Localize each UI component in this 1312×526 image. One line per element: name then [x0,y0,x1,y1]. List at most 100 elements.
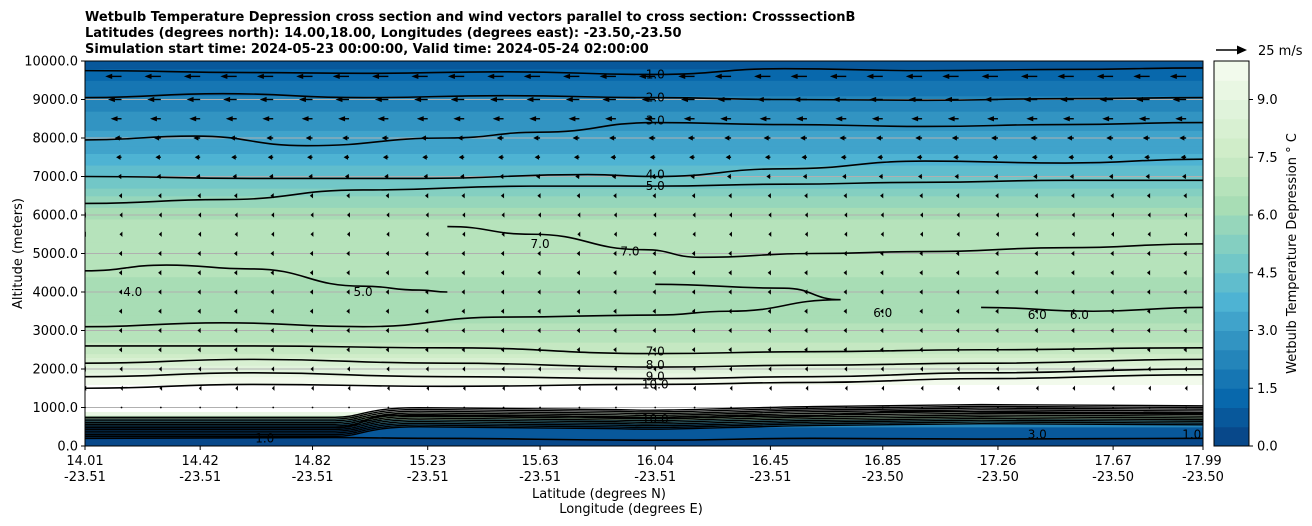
wind-vector-head [1111,212,1114,218]
wind-vector-head [538,231,541,237]
contour-line-6.0 [85,264,448,293]
wind-vector-head [1035,385,1039,391]
wind-vector [426,406,429,409]
wind-vector-head [538,212,541,218]
wind-vector-head [843,270,847,276]
wind-vector-head [346,347,350,353]
wind-vector-head [310,366,314,372]
wind-vector-head [197,347,201,353]
contour-line-1.0 [85,436,1203,442]
wind-vector-head [1110,308,1114,314]
wind-vector-head [919,308,923,314]
wind-vector-head [487,73,495,79]
contour-labels: 1.02.03.04.05.07.07.05.04.06.0 6.0 6.07.08… [123,67,1201,445]
wind-vector-head [880,327,884,334]
wind-vector-head [271,385,275,391]
x-tick-label-lon: -23.51 [519,470,561,485]
wind-vector-head [460,173,464,180]
wind-vector-head [1110,270,1114,276]
wind-vector-head [1147,231,1151,237]
surface-contour-line [85,414,1203,429]
wind-vector-head [271,231,275,237]
wind-vector-head [880,308,884,314]
wind-vector-head [310,212,314,218]
surface-layer [85,403,1203,438]
contour-label: 8.0 [646,358,665,372]
wind-vector-head [346,289,350,295]
x-tick-label-lon: -23.50 [1182,470,1224,485]
fill-band [85,403,1203,409]
wind-vector-head [768,231,772,237]
wind-vector-head [335,96,343,103]
wind-vector-head [194,154,200,160]
wind-vector-head [652,270,656,276]
colorbar-label: Wetbulb Temperature Depression ° C [1285,133,1300,374]
wind-vector-head [691,193,696,199]
wind-vector-head [1035,212,1039,218]
wind-vector-head [955,347,960,353]
wind-vector-head [724,135,730,141]
wind-vector-head [118,289,123,295]
wind-vector-head [1110,250,1114,257]
fill-band [85,107,1203,112]
wind-vector-head [729,212,732,218]
wind-vector-head [118,193,123,199]
wind-vector-head [919,193,923,199]
wind-vector-head [648,135,654,141]
wind-vector-head [955,289,960,295]
fill-band [85,276,1203,282]
wind-vector-head [1071,366,1075,372]
colorbar-tick-label: 1.5 [1257,382,1278,397]
wind-vector-head [500,250,505,257]
wind-vector-head [1071,212,1075,218]
wind-vector-head [572,135,578,141]
wind-vector-head [534,154,540,160]
wind-vector-head [461,193,465,199]
fill-band [85,134,1203,139]
wind-vector [806,406,808,409]
wind-vector-head [844,212,848,218]
wind-vector-head [500,308,505,314]
fill-band [85,164,1203,170]
fill-band [85,118,1203,124]
wind-vector-head [804,289,808,295]
wind-vector-head [576,289,580,295]
fill-band [85,372,1203,378]
wind-vector-head [424,308,429,314]
wind-vector-head [691,347,696,353]
fill-band [85,272,1203,278]
fill-band [85,388,1203,393]
wind-vector-head [991,135,997,141]
wind-vector-head [729,385,733,391]
x-tick-label-lat: 15.23 [409,454,446,469]
wind-vector-head [1175,116,1183,122]
wind-vector-head [307,154,312,160]
wind-vector-head [1146,250,1151,257]
wind-vector-head [613,193,617,199]
wind-vector-head [727,173,731,180]
fill-band [85,265,1203,270]
wind-vector-head [159,385,163,391]
wind-vector-head [1034,327,1038,334]
wind-vector-head [638,73,646,79]
wind-vector-head [270,193,274,199]
wind-vector-head [500,270,505,276]
wind-vector-head [995,193,999,199]
fill-band [85,334,1203,339]
wind-vector-head [992,154,997,160]
wind-vector-head [198,231,202,237]
wind-vector-head [1071,231,1075,237]
wind-vector-head [197,327,201,334]
wind-vector-head [385,193,389,199]
wind-vector-head [262,116,270,122]
fill-band [85,103,1203,108]
wind-vector-head [537,193,541,199]
wind-vector-head [374,96,382,103]
wind-vector-head [575,173,580,180]
wind-vector-head [420,135,426,141]
surface-contour-line [85,412,1203,427]
wind-vector-head [498,154,503,160]
wind-vector-head [347,366,350,372]
wind-vector-head [613,270,617,276]
fill-band [85,188,1203,193]
